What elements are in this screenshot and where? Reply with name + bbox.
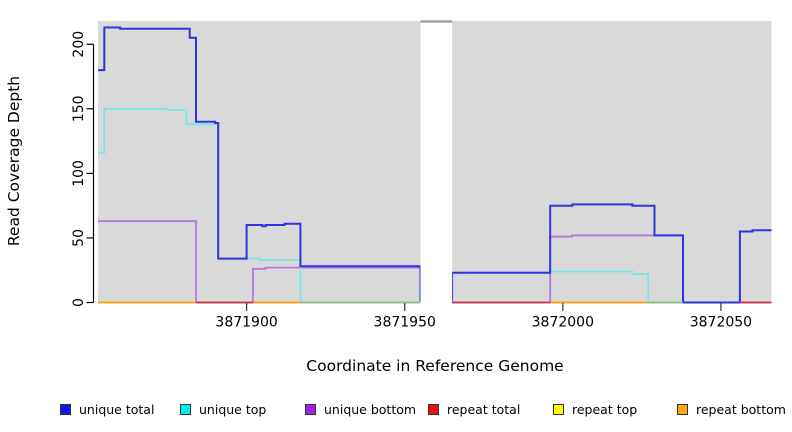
legend-label: unique total (79, 401, 155, 417)
legend-item-unique-top: unique top (180, 399, 266, 419)
x-tick-label: 3871900 (215, 315, 277, 331)
y-tick-label: 100 (71, 160, 87, 187)
legend-swatch (553, 403, 564, 415)
legend-label: unique bottom (324, 401, 417, 417)
legend-swatch (180, 403, 191, 415)
legend-item-unique-bottom: unique bottom (305, 399, 416, 419)
legend-item-repeat-total: repeat total (428, 399, 520, 419)
x-tick-label: 3872050 (690, 315, 752, 331)
y-tick-label: 150 (71, 95, 87, 122)
y-tick-label: 50 (71, 229, 87, 247)
y-tick-label: 200 (71, 31, 87, 58)
legend-label: repeat top (572, 401, 638, 417)
x-tick-label: 3872000 (532, 315, 594, 331)
legend-item-unique-total: unique total (60, 399, 154, 419)
legend-item-repeat-top: repeat top (553, 399, 637, 419)
legend-item-repeat-bottom: repeat bottom (677, 399, 786, 419)
x-tick-label: 3871950 (374, 315, 436, 331)
legend-label: repeat total (447, 401, 521, 417)
no-data-gap (420, 19, 453, 304)
y-tick-label: 0 (71, 298, 87, 307)
series-unique-top (98, 107, 302, 303)
legend-swatch (305, 403, 316, 415)
series-unique-bottom (98, 220, 197, 303)
legend: unique total unique top unique bottom repea… (0, 399, 792, 421)
series-unique-total (451, 203, 772, 304)
legend-label: unique top (199, 401, 267, 417)
x-axis-title: Coordinate in Reference Genome (306, 357, 564, 375)
y-axis-title: Read Coverage Depth (5, 75, 23, 247)
legend-swatch (428, 403, 439, 415)
legend-swatch (60, 403, 71, 415)
legend-label: repeat bottom (696, 401, 786, 417)
legend-swatch (677, 403, 688, 415)
series-unique-total (98, 26, 422, 303)
